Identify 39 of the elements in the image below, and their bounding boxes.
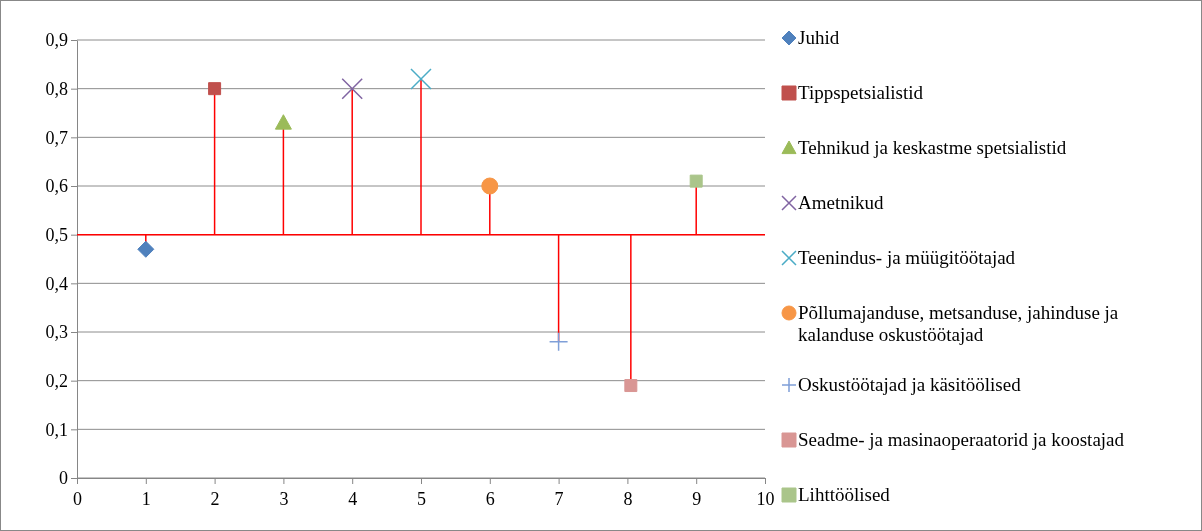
x-tick-label: 1: [141, 489, 151, 509]
y-tick-label: 0,6: [45, 176, 68, 197]
legend-label: Tehnikud ja keskastme spetsialistid: [798, 137, 1067, 158]
legend-label: Lihttöölised: [798, 484, 891, 505]
x-tick-label: 7: [554, 489, 564, 509]
point: [341, 77, 363, 100]
legend-label: Oskustöötajad ja käsitöölised: [798, 374, 1022, 395]
x-tick-label: 8: [623, 489, 633, 509]
y-tick-label: 0,1: [45, 419, 68, 440]
point: [481, 177, 499, 195]
legend-label: Ametnikud: [798, 192, 884, 213]
legend-label: Tippspetsialistid: [798, 82, 924, 103]
legend-label: Põllumajanduse, metsanduse, jahinduse ja kalanduse oskustöötajad: [798, 302, 1119, 345]
y-tick-label: 0,3: [45, 322, 68, 343]
x-tick-label: 3: [279, 489, 289, 509]
point: [689, 174, 703, 188]
x-tick-label: 10: [756, 489, 775, 509]
y-tick-label: 0,4: [45, 273, 68, 294]
x-tick-label: 6: [485, 489, 495, 509]
x-tick-label: 4: [348, 489, 358, 509]
y-tick-label: 0,5: [45, 224, 68, 245]
legend-label: Teenindus- ja müügitöötajad: [798, 247, 1016, 268]
y-tick-label: 0,2: [45, 370, 68, 391]
x-tick-label: 2: [210, 489, 220, 509]
point: [624, 379, 638, 393]
y-tick-label: 0,8: [45, 78, 68, 99]
x-tick-label: 5: [417, 489, 426, 509]
x-tick-label: 0: [73, 489, 82, 509]
y-tick-label: 0: [59, 468, 68, 489]
point: [208, 82, 222, 96]
y-tick-label: 0,9: [45, 30, 68, 51]
point: [548, 331, 569, 352]
legend-label: Seadme- ja masinaoperaatorid ja koostajad: [798, 429, 1125, 450]
point: [410, 68, 432, 90]
y-tick-label: 0,7: [45, 127, 68, 148]
x-tick-label: 9: [692, 489, 702, 509]
legend-label: Juhid: [798, 27, 840, 48]
point: [274, 114, 292, 130]
point: [137, 240, 155, 258]
